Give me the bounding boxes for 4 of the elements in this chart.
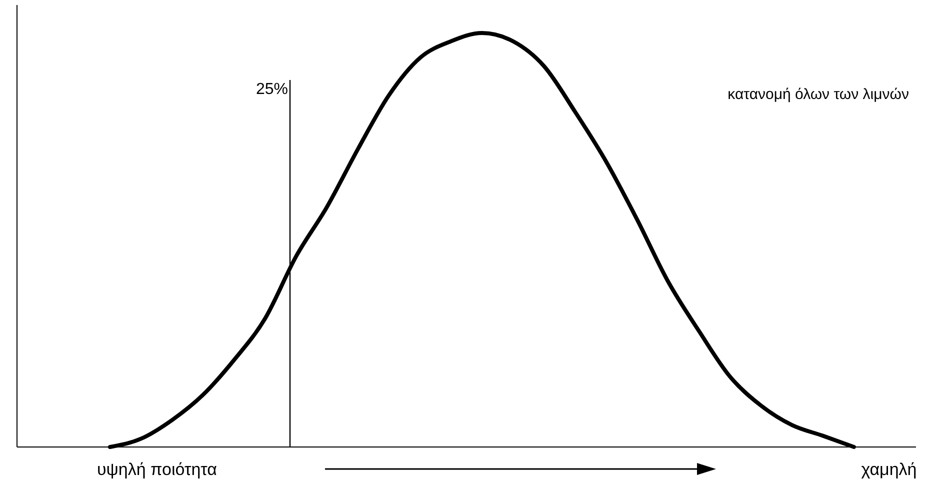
text: υψηλή ποιότητα bbox=[97, 460, 218, 479]
text: κατανομή όλων των λιμνών bbox=[728, 86, 909, 104]
text: χαμηλή bbox=[861, 460, 917, 479]
annotation: 25% bbox=[256, 81, 288, 98]
